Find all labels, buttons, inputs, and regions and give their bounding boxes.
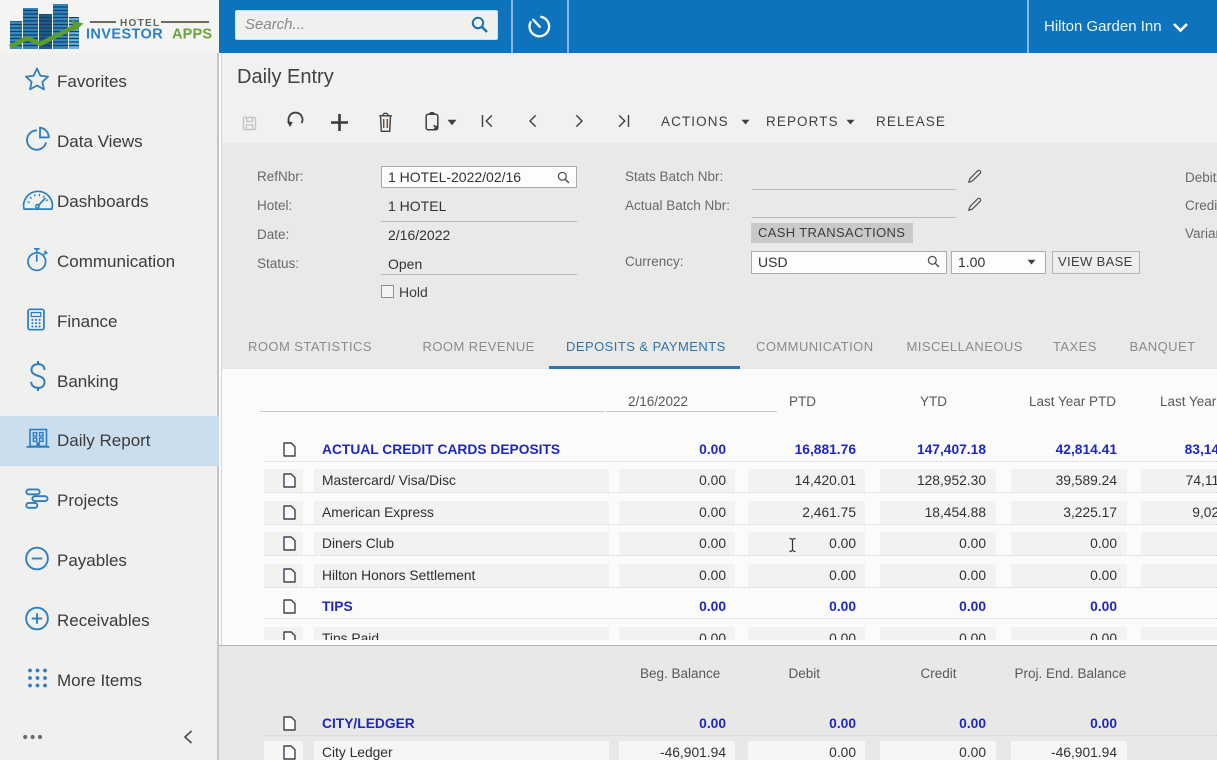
svg-text:APPS: APPS xyxy=(172,27,212,43)
svg-text:HOTEL: HOTEL xyxy=(120,18,160,29)
svg-text:INVESTOR: INVESTOR xyxy=(86,27,163,43)
